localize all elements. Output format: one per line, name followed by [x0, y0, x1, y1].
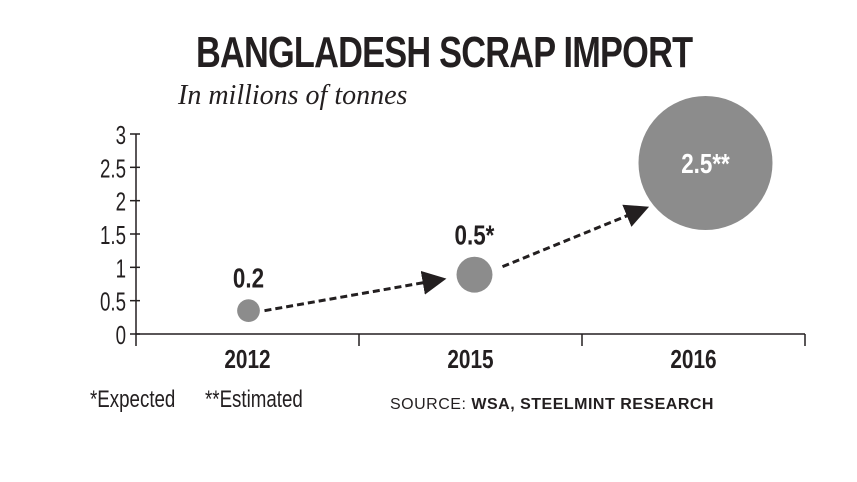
y-tick-label: 2.5 [100, 153, 126, 183]
y-tick-label: 1 [116, 253, 126, 283]
y-tick-label: 0 [116, 320, 126, 350]
x-tick-label: 2015 [447, 345, 493, 374]
source-label: SOURCE: [390, 396, 467, 413]
y-tick-label: 1.5 [100, 220, 126, 250]
data-label-2015: 0.5* [455, 220, 495, 251]
bubble-2016 [638, 96, 773, 230]
chart-title: BANGLADESH SCRAP IMPORT [196, 28, 693, 77]
source-value: WSA, STEELMINT RESEARCH [471, 396, 714, 413]
bubble-2012 [237, 299, 260, 323]
data-label-2012: 0.2 [233, 263, 264, 294]
trend-arrow-1 [264, 270, 447, 313]
chart-subtitle: In millions of tonnes [178, 80, 408, 111]
x-tick-label: 2016 [670, 345, 716, 374]
trend-arrow-2 [501, 204, 650, 269]
x-tick-label: 2012 [224, 345, 270, 374]
y-tick-label: 3 [116, 120, 126, 150]
footnote-estimated: **Estimated [205, 386, 303, 413]
footnote-expected: *Expected [90, 386, 176, 413]
data-label-2016: 2.5** [681, 149, 730, 180]
y-tick-label: 2 [116, 187, 126, 217]
y-tick-label: 0.5 [100, 287, 126, 317]
source-line: SOURCE: WSA, STEELMINT RESEARCH [390, 396, 714, 414]
bubble-2015 [456, 256, 493, 293]
